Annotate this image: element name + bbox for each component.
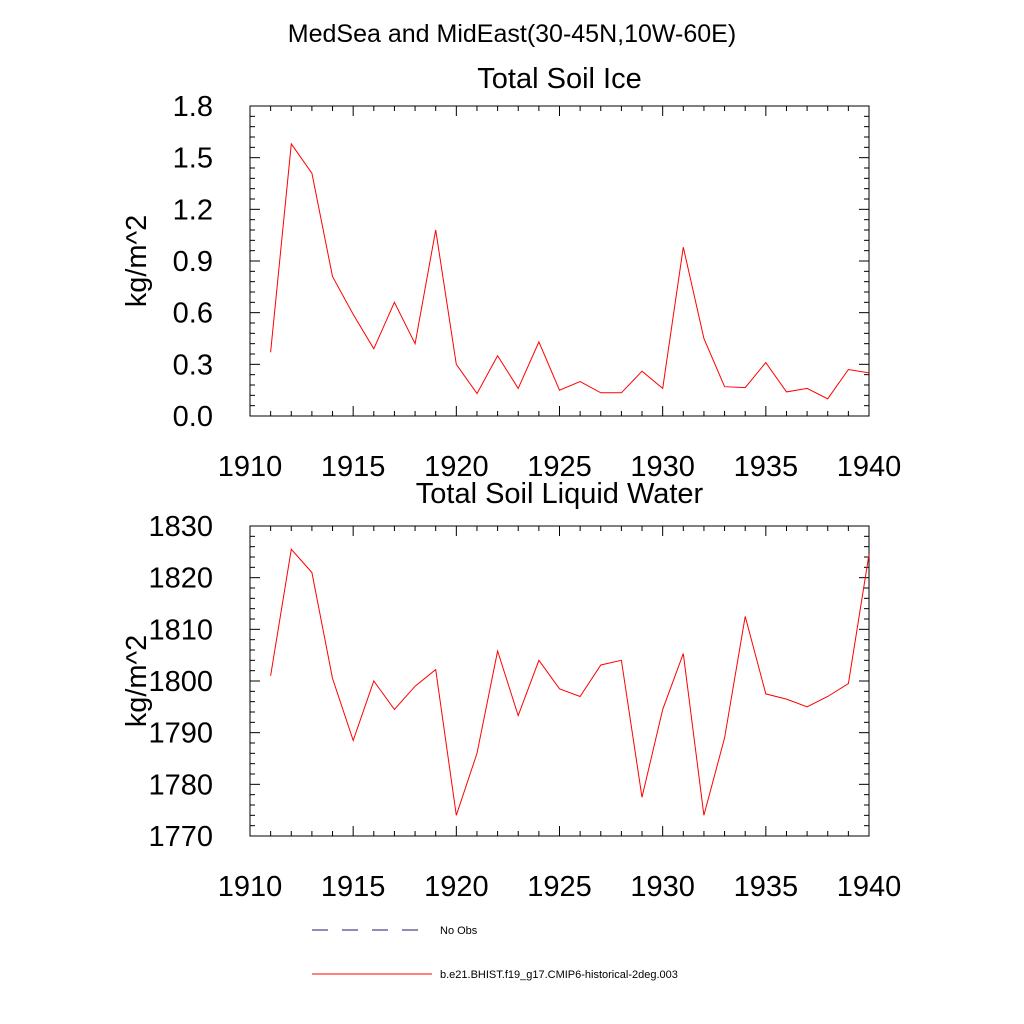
legend: No Obs b.e21.BHIST.f19_g17.CMIP6-histori…: [312, 925, 678, 981]
soil-ice-x-tick-label: 1930: [630, 451, 695, 483]
soil-ice-y-tick-label: 0.0: [173, 401, 213, 433]
soil-ice-y-tick-label: 0.9: [173, 246, 213, 278]
soil-liquid-water-panel: Total Soil Liquid Water kg/m^2 1910 1915 192…: [121, 478, 901, 903]
legend-label-no-obs: No Obs: [440, 925, 478, 937]
soil-liquid-water-series-line: [270, 548, 870, 816]
soil-liquid-water-y-tick-label: 1770: [148, 821, 213, 853]
soil-ice-panel: Total Soil Ice kg/m^2 1910 1915 1920 1925 1930…: [121, 63, 901, 483]
soil-liquid-water-x-tick-label: 1920: [424, 871, 489, 903]
figure-title: MedSea and MidEast(30-45N,10W-60E): [288, 20, 736, 48]
soil-ice-x-tick-label: 1925: [527, 451, 592, 483]
soil-liquid-water-title: Total Soil Liquid Water: [416, 478, 704, 510]
soil-ice-x-tick-label: 1920: [424, 451, 489, 483]
soil-liquid-water-ylabel: kg/m^2: [121, 635, 153, 728]
soil-liquid-water-x-tick-label: 1935: [734, 871, 799, 903]
soil-liquid-water-x-tick-label: 1925: [527, 871, 592, 903]
legend-label-model: b.e21.BHIST.f19_g17.CMIP6-historical-2de…: [440, 969, 678, 981]
soil-ice-series-line: [270, 142, 870, 400]
soil-ice-plot-frame: [249, 105, 870, 417]
soil-ice-y-tick-label: 0.3: [173, 349, 213, 381]
soil-liquid-water-y-tick-label: 1830: [148, 511, 213, 543]
soil-ice-x-tick-label: 1915: [321, 451, 386, 483]
soil-liquid-water-x-tick-label: 1910: [218, 871, 283, 903]
soil-ice-ylabel: kg/m^2: [121, 215, 153, 308]
soil-liquid-water-x-tick-label: 1940: [837, 871, 902, 903]
soil-ice-x-tick-label: 1940: [837, 451, 902, 483]
soil-liquid-water-y-tick-label: 1820: [148, 563, 213, 595]
soil-ice-title: Total Soil Ice: [477, 63, 641, 95]
soil-liquid-water-y-tick-label: 1790: [148, 718, 213, 750]
soil-liquid-water-y-tick-label: 1810: [148, 614, 213, 646]
soil-liquid-water-plot-frame: [249, 525, 870, 837]
soil-ice-x-tick-label: 1910: [218, 451, 283, 483]
soil-ice-y-tick-label: 1.8: [173, 91, 213, 123]
soil-ice-y-tick-label: 0.6: [173, 298, 213, 330]
soil-liquid-water-x-tick-label: 1915: [321, 871, 386, 903]
soil-ice-y-tick-label: 1.5: [173, 143, 213, 175]
soil-ice-y-tick-label: 1.2: [173, 194, 213, 226]
soil-ice-x-tick-label: 1935: [734, 451, 799, 483]
soil-liquid-water-y-tick-label: 1800: [148, 666, 213, 698]
soil-liquid-water-y-tick-label: 1780: [148, 769, 213, 801]
soil-liquid-water-x-tick-label: 1930: [630, 871, 695, 903]
